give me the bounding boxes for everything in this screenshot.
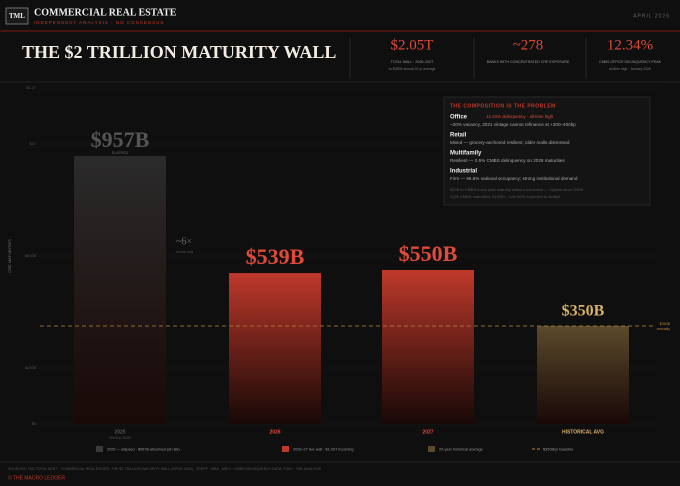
item-name: Office bbox=[450, 115, 468, 121]
legend-label: $350B/yr baseline bbox=[543, 448, 573, 452]
y-tick-label: $1T bbox=[29, 142, 36, 146]
date: APRIL 2026 bbox=[633, 13, 670, 19]
value-label: $539B bbox=[246, 244, 305, 269]
legend-swatch bbox=[428, 446, 435, 452]
y-tick-label: $1.2T bbox=[26, 86, 36, 90]
annotation: ~6× bbox=[176, 236, 192, 247]
composition: THE COMPOSITION IS THE PROBLEM Office 12.3… bbox=[450, 103, 584, 199]
annotation: SINGLE-YEAR bbox=[109, 436, 131, 440]
stat-label: CMBS OFFICE DELINQUENCY PEAK bbox=[599, 60, 662, 64]
x-tick-label: 2027 bbox=[422, 429, 433, 435]
item-name: Retail bbox=[450, 133, 467, 139]
y-tick-label: $200B bbox=[25, 366, 36, 370]
item-text: Firm — 96.8% national occupancy; strong … bbox=[450, 176, 578, 181]
tagline: INDEPENDENT ANALYSIS · NO CONSENSUS bbox=[34, 20, 164, 25]
baseline-label: $350B annually bbox=[657, 322, 671, 331]
x-tick-label: HISTORICAL AVG bbox=[562, 429, 604, 435]
legend-swatch bbox=[282, 446, 289, 452]
stats: $2.05T TOTAL WALL · 2026–2027 vs $350B ann… bbox=[388, 37, 661, 70]
item-text: ~20% vacancy, 2021 vintage cannot refina… bbox=[450, 122, 576, 127]
y-tick-label: $600B bbox=[25, 254, 36, 258]
sources: SOURCES: TML TOTAL DEBT · COMMERCIAL REA… bbox=[8, 467, 322, 471]
item-text: Resilient — 0.5% CMBS delinquency on 202… bbox=[450, 158, 565, 163]
panel-note: $25B in CMBS loans past maturity without… bbox=[450, 187, 584, 192]
value-label: $550B bbox=[399, 241, 458, 266]
baseline-label-line: $350B bbox=[660, 322, 671, 326]
headline: THE $2 TRILLION MATURITY WALL bbox=[22, 42, 336, 62]
panel-note: 2026 CMBS maturities: $100B+, over 50% e… bbox=[450, 194, 561, 199]
brand-title: COMMERCIAL REAL ESTATE bbox=[34, 7, 177, 18]
stat-note: all-time high · January 2026 bbox=[609, 67, 651, 71]
legend-swatch bbox=[96, 446, 103, 452]
legend-label: 2026–27 live wall · $1.09T incoming bbox=[293, 448, 354, 452]
annotation: ELAPSED bbox=[112, 151, 129, 155]
item-name: Industrial bbox=[450, 169, 477, 175]
value-label: $957B bbox=[91, 127, 150, 152]
legend-label: 2025 — elapsed · $957B absorbed (at risk… bbox=[107, 448, 180, 452]
panel-title: THE COMPOSITION IS THE PROBLEM bbox=[450, 103, 556, 109]
logo: TML bbox=[9, 12, 25, 20]
item-name: Multifamily bbox=[450, 151, 482, 157]
item-flag: 12.34% delinquency · all-time high bbox=[486, 114, 554, 119]
y-axis-label: CRE MATURITIES bbox=[7, 239, 12, 273]
bar bbox=[537, 326, 629, 424]
stat-note: vs $350B annual 20-yr average bbox=[388, 67, 435, 71]
value-label: $350B bbox=[562, 303, 605, 320]
bar bbox=[229, 273, 321, 424]
footer-brand: © THE MACRO LEDGER bbox=[8, 474, 65, 481]
stat-value: ~278 bbox=[513, 37, 544, 53]
bar bbox=[74, 156, 166, 425]
logo-box bbox=[5, 7, 29, 25]
stat-value: 12.34% bbox=[607, 37, 653, 53]
legend-label: 20-year historical average bbox=[439, 448, 483, 452]
baseline-label-line: annually bbox=[657, 327, 671, 331]
stat-label: TOTAL WALL · 2026–2027 bbox=[391, 60, 434, 64]
stat-value: $2.05T bbox=[391, 37, 434, 53]
stat-label: BANKS WITH CONCENTRATED CRE EXPOSURE bbox=[487, 60, 570, 64]
x-tick-label: 2026 bbox=[269, 429, 280, 435]
x-tick-label: 2025 bbox=[114, 429, 125, 435]
bar bbox=[382, 270, 474, 424]
y-tick-label: $0 bbox=[32, 422, 36, 426]
annotation: vs hist. avg bbox=[176, 250, 193, 254]
item-text: Mixed — grocery-anchored resilient; olde… bbox=[450, 140, 570, 145]
composition-panel bbox=[443, 96, 651, 206]
